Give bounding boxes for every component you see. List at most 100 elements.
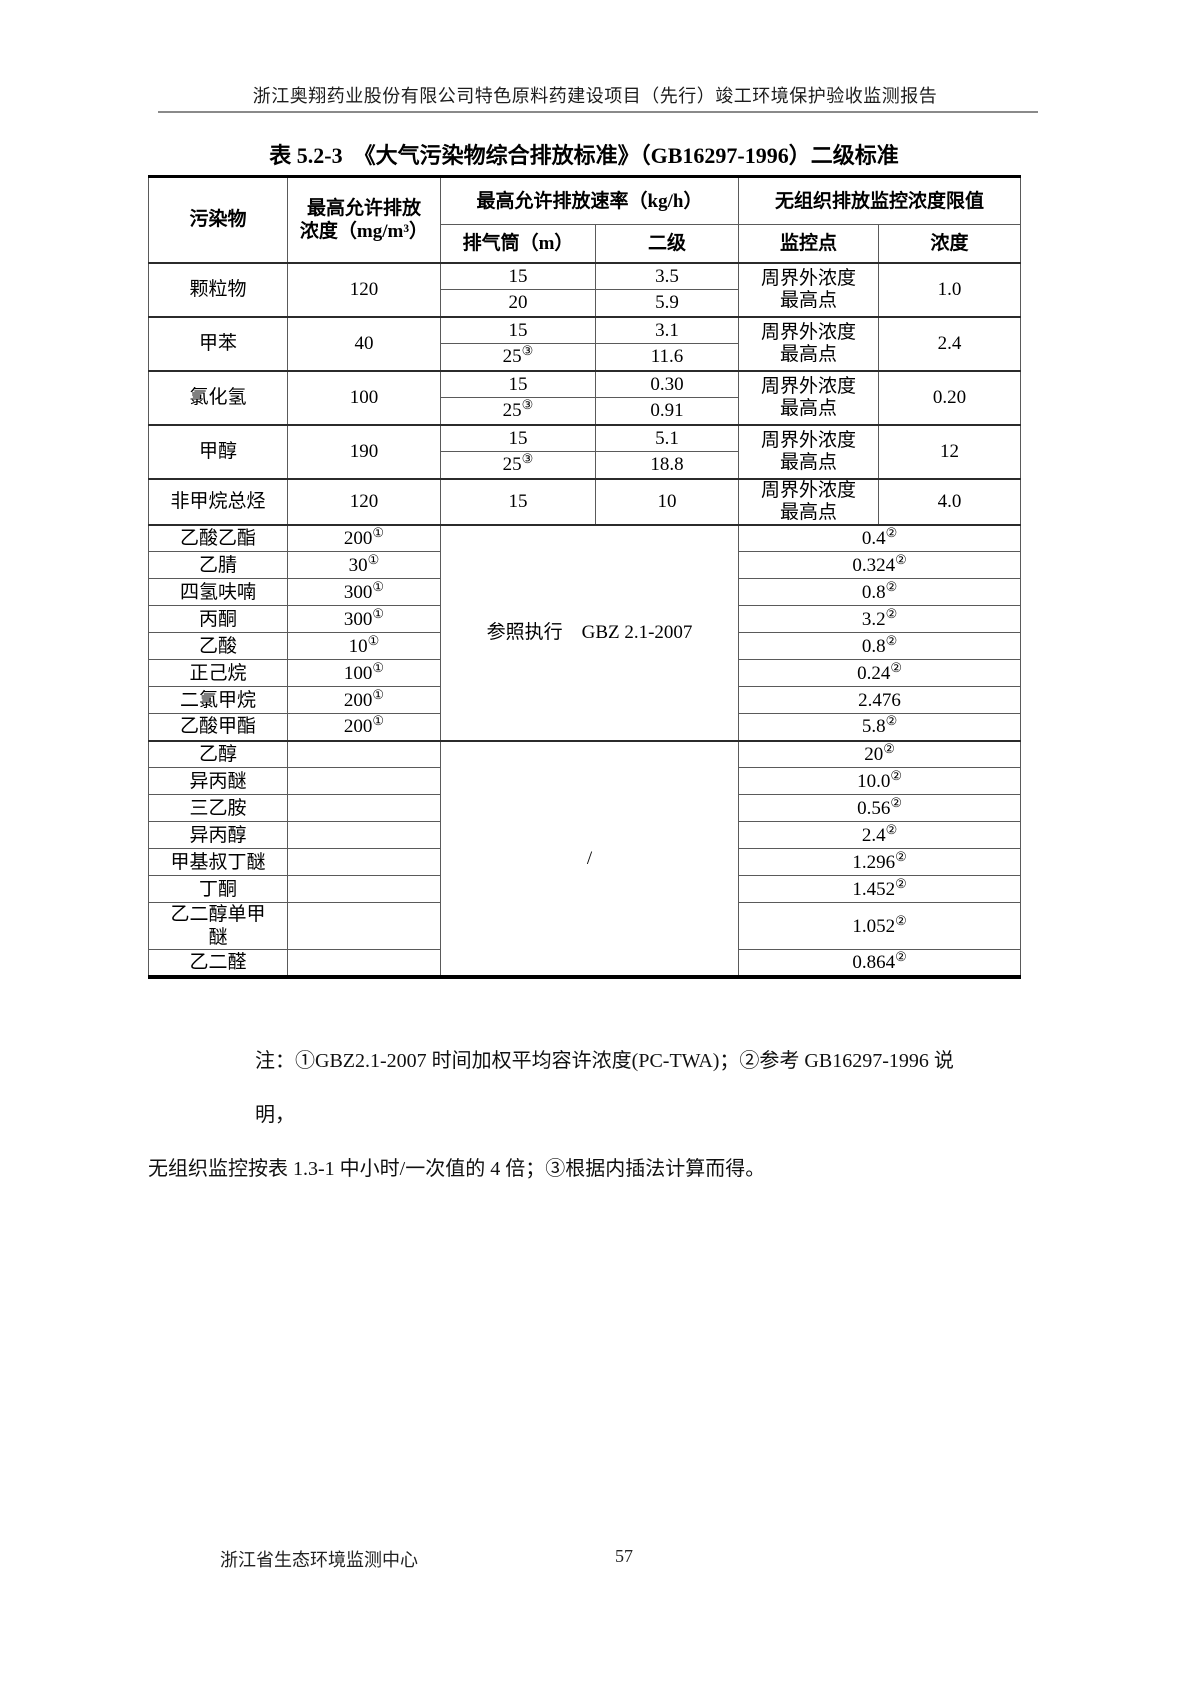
pollutant-name: 异丙醇	[148, 821, 288, 849]
table-row: 乙二醛 0.864②	[148, 949, 1022, 977]
fugitive-limit: 5.8②	[738, 713, 1022, 741]
col-header-monitoring-point: 监控点	[738, 224, 880, 264]
col-header-max-concentration-line1: 最高允许排放	[306, 197, 421, 219]
footnote-marker: ①	[372, 659, 385, 675]
stack-height: 25③	[440, 343, 596, 371]
table-row: 乙醇 /20②	[148, 739, 1022, 977]
stack-height: 15	[440, 477, 596, 525]
pollutant-name: 四氢呋喃	[148, 578, 288, 606]
emission-rate: 18.8	[594, 451, 740, 479]
monitoring-point: 周界外浓度 最高点	[738, 315, 880, 371]
fugitive-limit: 0.8②	[738, 632, 1022, 660]
footnote-marker: ②	[883, 740, 895, 756]
stack-height: 15	[440, 261, 596, 290]
table-head: 污染物 最高允许排放 浓度（mg/m³） 最高允许排放速率（kg/h） 无组织排…	[148, 176, 1022, 264]
footnote-marker: ②	[895, 848, 907, 864]
max-concentration: 200①	[287, 686, 441, 714]
max-concentration	[287, 902, 441, 950]
max-concentration: 200①	[287, 523, 441, 552]
monitoring-point: 周界外浓度 最高点	[738, 369, 880, 425]
footnote-marker: ②	[895, 551, 907, 567]
footnote-marker: ③	[521, 451, 534, 467]
footnote-marker: ①	[372, 524, 385, 540]
document-header-title: 浙江奥翔药业股份有限公司特色原料药建设项目（先行）竣工环境保护验收监测报告	[252, 86, 938, 106]
pollutant-name: 乙酸乙酯	[148, 523, 288, 552]
max-concentration	[287, 821, 441, 849]
table-row: 甲苯 40 15 3.1 周界外浓度 最高点 2.4	[148, 315, 1022, 371]
table-row: 25③ 18.8	[149, 451, 1021, 479]
stack-height: 15	[440, 369, 596, 398]
pollutant-name: 乙酸	[148, 632, 288, 660]
pollutant-name: 乙二醛	[148, 949, 288, 977]
max-concentration	[287, 767, 441, 795]
max-concentration: 30①	[287, 551, 441, 579]
table-row: 乙二醇单甲醚 1.052②	[148, 902, 1022, 950]
page-number: 57	[615, 1546, 633, 1566]
table-row: 甲基叔丁醚 1.296②	[148, 848, 1022, 876]
emission-rate: 10	[594, 477, 740, 525]
footnote-marker: ②	[890, 767, 902, 783]
footnote-marker: ②	[890, 794, 902, 810]
pollutant-name: 丙酮	[148, 605, 288, 633]
fugitive-limit: 2.4②	[738, 821, 1022, 849]
note-line-2: 无组织监控按表 1.3-1 中小时/一次值的 4 倍；③根据内插法计算而得。	[148, 1158, 766, 1180]
emission-standards-table: 污染物 最高允许排放 浓度（mg/m³） 最高允许排放速率（kg/h） 无组织排…	[148, 175, 1022, 979]
col-header-concentration: 浓度	[878, 224, 1022, 264]
pollutant-name: 正己烷	[148, 659, 288, 687]
fugitive-limit: 20②	[738, 739, 1022, 768]
emission-rate: 3.1	[594, 315, 740, 344]
col-header-pollutant: 污染物	[148, 176, 288, 264]
col-header-stack-height: 排气筒（m）	[440, 224, 596, 264]
stack-height: 15	[440, 315, 596, 344]
col-header-level: 二级	[594, 224, 740, 264]
pollutant-name: 氯化氢	[148, 369, 288, 425]
footnote-marker: ②	[885, 578, 898, 594]
max-concentration: 40	[287, 315, 441, 371]
table-row: 氯化氢 100 15 0.30 周界外浓度 最高点 0.20	[148, 369, 1022, 425]
header-row-1: 污染物 最高允许排放 浓度（mg/m³） 最高允许排放速率（kg/h） 无组织排…	[148, 176, 1022, 264]
header-rule	[158, 111, 1038, 113]
max-concentration: 190	[287, 423, 441, 479]
pollutant-name: 丁酮	[148, 875, 288, 903]
table-row: 丙酮 300① 3.2②	[148, 605, 1022, 633]
fugitive-limit: 1.0	[878, 261, 1022, 317]
pollutant-name: 甲苯	[148, 315, 288, 371]
fugitive-limit: 4.0	[878, 477, 1022, 525]
table-row: 颗粒物 120 15 3.5 周界外浓度 最高点 1.0	[148, 261, 1022, 317]
pollutant-name: 三乙胺	[148, 794, 288, 822]
stack-height: 25③	[440, 397, 596, 425]
col-header-max-rate: 最高允许排放速率（kg/h）	[439, 176, 740, 225]
pollutant-name: 异丙醚	[148, 767, 288, 795]
monitoring-point: 周界外浓度 最高点	[738, 423, 880, 479]
footnote-marker: ②	[885, 524, 898, 540]
pollutant-name: 甲醇	[148, 423, 288, 479]
max-concentration	[287, 848, 441, 876]
fugitive-limit: 0.56②	[738, 794, 1022, 822]
stack-height: 20	[440, 289, 596, 317]
monitoring-point: 周界外浓度 最高点	[738, 261, 880, 317]
table-row: 非甲烷总烃 120 15 10 周界外浓度 最高点 4.0	[148, 477, 1022, 525]
table-row: 正己烷 100① 0.24②	[148, 659, 1022, 687]
footnote-marker: ②	[885, 713, 898, 729]
footnote-marker: ①	[367, 551, 380, 567]
footer-organization: 浙江省生态环境监测中心	[220, 1550, 418, 1570]
fugitive-limit: 2.476	[738, 686, 1022, 714]
table-row: 25③ 0.91	[149, 397, 1021, 425]
pollutant-name: 甲基叔丁醚	[148, 848, 288, 876]
footnote-marker: ①	[372, 713, 385, 729]
max-concentration	[287, 875, 441, 903]
fugitive-limit: 1.052②	[738, 902, 1022, 950]
pollutant-name: 乙酸甲酯	[148, 713, 288, 741]
table-row: 异丙醚 10.0②	[148, 767, 1022, 795]
table-row: 乙酸 10① 0.8②	[148, 632, 1022, 660]
fugitive-limit: 0.24②	[738, 659, 1022, 687]
fugitive-limit: 1.452②	[738, 875, 1022, 903]
note-line-1: 注：①GBZ2.1-2007 时间加权平均容许浓度(PC-TWA)；②参考 GB…	[255, 1050, 954, 1126]
max-concentration: 100	[287, 369, 441, 425]
footnote-marker: ①	[367, 632, 380, 648]
max-concentration	[287, 794, 441, 822]
pollutant-name: 乙二醇单甲醚	[148, 902, 288, 950]
table-title: 表 5.2-3 《大气污染物综合排放标准》（GB16297-1996）二级标准	[269, 143, 899, 168]
emission-rate: 5.9	[594, 289, 740, 317]
footnote-marker: ③	[521, 343, 534, 359]
